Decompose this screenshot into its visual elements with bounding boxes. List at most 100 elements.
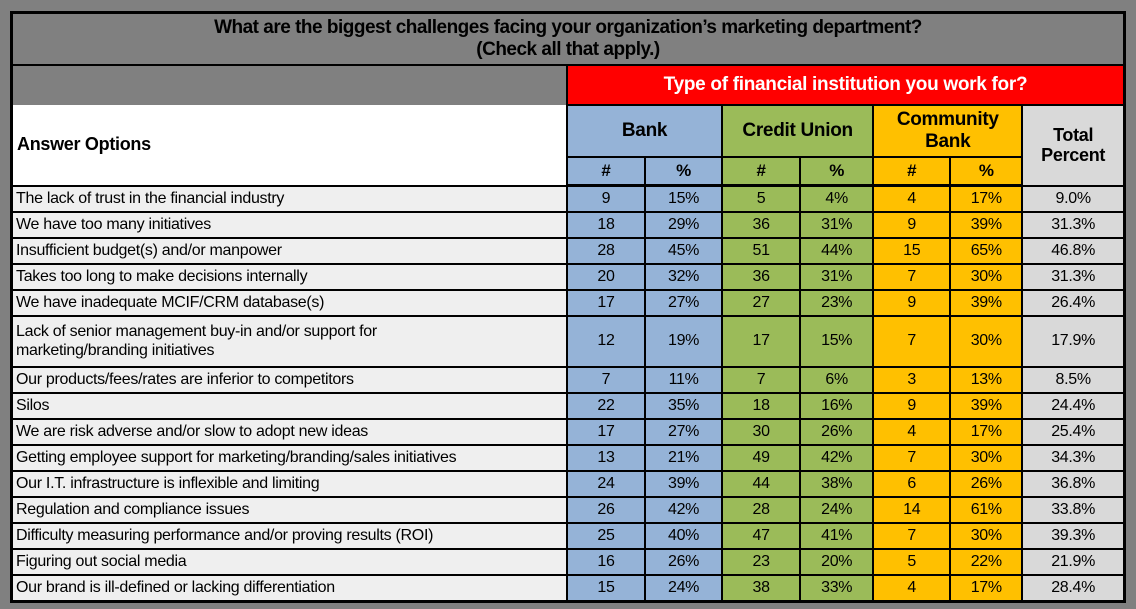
community-bank-column-header: Community Bank: [872, 104, 1024, 158]
table-row: The lack of trust in the financial indus…: [10, 184, 1126, 213]
community-bank-percent-cell: 17%: [949, 418, 1024, 446]
credit-union-count-cell: 27: [721, 289, 802, 317]
institution-type-banner: Type of financial institution you work f…: [565, 64, 1126, 106]
table-row: We are risk adverse and/or slow to adopt…: [10, 418, 1126, 446]
credit-union-percent-cell: 41%: [799, 522, 875, 550]
community-bank-percent-cell: 39%: [949, 211, 1024, 239]
table-row: Lack of senior management buy-in and/or …: [10, 315, 1126, 368]
table-row: Figuring out social media 16 26% 23 20% 5 22% 2…: [10, 548, 1126, 576]
table-body: The lack of trust in the financial indus…: [10, 184, 1126, 603]
credit-union-count-cell: 17: [721, 315, 802, 368]
total-percent-cell: 8.5%: [1021, 366, 1126, 394]
community-bank-percent-cell: 17%: [949, 184, 1024, 213]
bank-percent-cell: 29%: [644, 211, 724, 239]
answer-option-label: Getting employee support for marketing/b…: [10, 444, 568, 472]
answer-options-header: Answer Options: [10, 105, 568, 187]
credit-union-percent-cell: 24%: [799, 496, 875, 524]
community-bank-percent-cell: 30%: [949, 315, 1024, 368]
community-bank-percent-cell: 61%: [949, 496, 1024, 524]
bank-percent-cell: 15%: [644, 184, 724, 213]
community-bank-count-cell: 5: [872, 548, 952, 576]
bank-count-cell: 17: [565, 418, 647, 446]
credit-union-count-cell: 51: [721, 237, 802, 265]
table-title-line2: (Check all that apply.): [476, 39, 660, 60]
bank-percent-cell: 26%: [644, 548, 724, 576]
community-bank-percent-cell: 30%: [949, 522, 1024, 550]
community-bank-percent-cell: 22%: [949, 548, 1024, 576]
community-bank-percent-cell: 39%: [949, 392, 1024, 420]
table-row: Our brand is ill-defined or lacking diff…: [10, 574, 1126, 603]
table-title-line1: What are the biggest challenges facing y…: [214, 17, 922, 39]
credit-union-count-cell: 7: [721, 366, 802, 394]
community-bank-count-cell: 7: [872, 522, 952, 550]
total-percent-cell: 33.8%: [1021, 496, 1126, 524]
credit-union-count-cell: 47: [721, 522, 802, 550]
credit-union-percent-cell: 26%: [799, 418, 875, 446]
credit-union-percent-cell: 15%: [799, 315, 875, 368]
community-bank-count-cell: 9: [872, 392, 952, 420]
answer-option-label: Regulation and compliance issues: [10, 496, 568, 524]
community-bank-count-subheader: #: [872, 156, 952, 187]
bank-count-subheader: #: [565, 156, 647, 187]
bank-percent-cell: 21%: [644, 444, 724, 472]
community-bank-percent-subheader: %: [949, 156, 1024, 187]
bank-percent-cell: 35%: [644, 392, 724, 420]
community-bank-percent-cell: 26%: [949, 470, 1024, 498]
answer-option-label: Our products/fees/rates are inferior to …: [10, 366, 568, 394]
community-bank-count-cell: 6: [872, 470, 952, 498]
table-row: Our products/fees/rates are inferior to …: [10, 366, 1126, 394]
bank-count-cell: 7: [565, 366, 647, 394]
community-bank-count-cell: 7: [872, 444, 952, 472]
credit-union-count-cell: 36: [721, 211, 802, 239]
bank-count-cell: 24: [565, 470, 647, 498]
credit-union-count-subheader: #: [721, 156, 802, 187]
answer-option-label: We have inadequate MCIF/CRM database(s): [10, 289, 568, 317]
credit-union-column-header: Credit Union: [721, 104, 875, 158]
answer-option-label: Lack of senior management buy-in and/or …: [10, 315, 568, 368]
credit-union-percent-cell: 23%: [799, 289, 875, 317]
credit-union-count-cell: 38: [721, 574, 802, 603]
credit-union-count-cell: 49: [721, 444, 802, 472]
bank-count-cell: 15: [565, 574, 647, 603]
bank-percent-cell: 42%: [644, 496, 724, 524]
answer-option-label: Our brand is ill-defined or lacking diff…: [10, 574, 568, 603]
community-bank-count-cell: 4: [872, 574, 952, 603]
community-bank-count-cell: 9: [872, 289, 952, 317]
credit-union-percent-cell: 42%: [799, 444, 875, 472]
bank-percent-subheader: %: [644, 156, 724, 187]
bank-percent-cell: 19%: [644, 315, 724, 368]
credit-union-count-cell: 5: [721, 184, 802, 213]
empty-spacer-cell: [10, 64, 568, 105]
community-bank-count-cell: 15: [872, 237, 952, 265]
bank-percent-cell: 40%: [644, 522, 724, 550]
community-bank-count-cell: 4: [872, 418, 952, 446]
total-percent-cell: 36.8%: [1021, 470, 1126, 498]
answer-option-label: Takes too long to make decisions interna…: [10, 263, 568, 291]
credit-union-count-cell: 44: [721, 470, 802, 498]
title-row: What are the biggest challenges facing y…: [10, 11, 1126, 66]
bank-percent-cell: 45%: [644, 237, 724, 265]
bank-count-cell: 28: [565, 237, 647, 265]
community-bank-count-cell: 7: [872, 263, 952, 291]
answer-option-label: We are risk adverse and/or slow to adopt…: [10, 418, 568, 446]
table-row: Getting employee support for marketing/b…: [10, 444, 1126, 472]
credit-union-percent-cell: 31%: [799, 211, 875, 239]
table-row: We have too many initiatives 18 29% 36 31% 9 3…: [10, 211, 1126, 239]
bank-count-cell: 22: [565, 392, 647, 420]
column-group-header-row: Answer Options Bank Credit Union Communi…: [10, 104, 1126, 187]
credit-union-percent-cell: 31%: [799, 263, 875, 291]
bank-percent-cell: 27%: [644, 418, 724, 446]
total-percent-cell: 9.0%: [1021, 184, 1126, 213]
total-percent-cell: 17.9%: [1021, 315, 1126, 368]
credit-union-count-cell: 36: [721, 263, 802, 291]
credit-union-percent-subheader: %: [799, 156, 875, 187]
bank-percent-cell: 24%: [644, 574, 724, 603]
credit-union-percent-cell: 38%: [799, 470, 875, 498]
table-row: Insufficient budget(s) and/or manpower 28…: [10, 237, 1126, 265]
community-bank-count-cell: 3: [872, 366, 952, 394]
total-percent-cell: 46.8%: [1021, 237, 1126, 265]
answer-option-label: We have too many initiatives: [10, 211, 568, 239]
credit-union-count-cell: 30: [721, 418, 802, 446]
community-bank-percent-cell: 39%: [949, 289, 1024, 317]
